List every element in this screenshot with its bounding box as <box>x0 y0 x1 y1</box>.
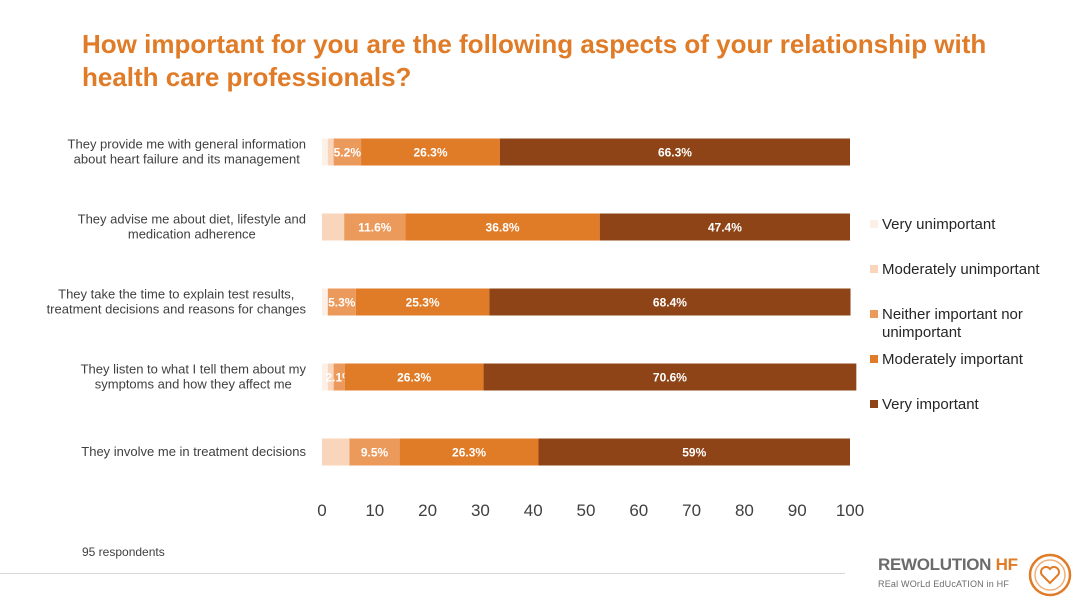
legend-swatch-3 <box>870 310 878 318</box>
x-tick-label-50: 50 <box>577 501 596 520</box>
bar-segment-4-3 <box>333 363 345 391</box>
category-labels: They provide me with general information… <box>47 137 307 460</box>
bar-segment-4-2 <box>327 363 334 391</box>
legend-item-1: Very unimportant <box>870 216 996 233</box>
logo-main-text: REWOLUTION <box>878 555 992 574</box>
legend-swatch-4 <box>870 355 878 363</box>
x-axis-ticks: 0 10 20 30 40 50 60 70 80 90 100 <box>317 501 864 520</box>
x-tick-label-90: 90 <box>788 501 807 520</box>
logo-tagline: REal WOrLd EdUcATION in HF <box>878 579 1010 589</box>
bar-segment-1-3 <box>333 138 362 166</box>
category-label-5: They involve me in treatment decisions <box>81 444 306 459</box>
legend-label-2: Moderately unimportant <box>882 261 1040 278</box>
value-label-1-5: 66.3% <box>658 146 692 160</box>
value-label-2-5: 47.4% <box>708 221 742 235</box>
value-label-5-3: 9.5% <box>361 446 389 460</box>
value-label-5-5: 59% <box>682 446 706 460</box>
legend-label-4: Moderately important <box>882 351 1024 368</box>
category-label-2: They advise me about diet, lifestyle and… <box>78 212 306 242</box>
footer-divider <box>0 573 845 574</box>
bar-segment-3-5 <box>489 288 851 316</box>
value-label-3-3: 5.3% <box>328 296 356 310</box>
x-tick-label-40: 40 <box>524 501 543 520</box>
rewolution-hf-logo: REWOLUTION HF REal WOrLd EdUcATION in HF <box>876 553 1076 598</box>
legend-label-5: Very important <box>882 396 980 413</box>
bar-segment-1-2 <box>327 138 334 166</box>
bar-row-3: 5.3% 25.3% 68.4% <box>322 288 851 316</box>
value-label-2-4: 36.8% <box>486 221 520 235</box>
bar-segment-1-1 <box>322 138 328 166</box>
x-tick-label-70: 70 <box>682 501 701 520</box>
logo-accent-text: HF <box>995 555 1018 574</box>
value-label-4-4: 26.3% <box>397 371 431 385</box>
category-label-4: They listen to what I tell them about my… <box>81 362 307 392</box>
x-tick-label-100: 100 <box>836 501 864 520</box>
bars: 5.2% 26.3% 66.3% 11.6% 36.8% 47.4% 5.3% 25.3% 68… <box>322 138 857 466</box>
legend-label-1: Very unimportant <box>882 216 996 233</box>
x-tick-label-10: 10 <box>365 501 384 520</box>
value-label-1-3: 5.2% <box>334 146 362 160</box>
value-label-5-4: 26.3% <box>452 446 486 460</box>
bar-segment-5-5 <box>538 438 850 466</box>
x-tick-label-0: 0 <box>317 501 326 520</box>
category-label-3: They take the time to explain test resul… <box>47 287 307 317</box>
bar-segment-5-2 <box>322 438 350 466</box>
bar-row-2: 11.6% 36.8% 47.4% <box>322 213 850 241</box>
legend-item-5: Very important <box>870 396 980 413</box>
value-label-2-3: 11.6% <box>358 221 392 235</box>
legend-item-3: Neither important nor unimportant <box>870 306 1023 341</box>
respondents-footnote: 95 respondents <box>82 545 165 559</box>
heart-emblem-icon <box>1028 553 1072 597</box>
legend-item-4: Moderately important <box>870 351 1024 368</box>
legend: Very unimportant Moderately unimportant Ne… <box>870 216 1040 413</box>
x-tick-label-30: 30 <box>471 501 490 520</box>
bar-row-1: 5.2% 26.3% 66.3% <box>322 138 850 166</box>
chart-title: How important for you are the following … <box>82 29 987 92</box>
value-label-3-5: 68.4% <box>653 296 687 310</box>
legend-item-2: Moderately unimportant <box>870 261 1040 278</box>
bar-segment-3-1 <box>322 288 328 316</box>
bar-segment-2-3 <box>344 213 406 241</box>
bar-segment-2-5 <box>599 213 850 241</box>
bar-segment-3-3 <box>327 288 356 316</box>
bar-segment-4-5 <box>483 363 857 391</box>
legend-swatch-1 <box>870 220 878 228</box>
bar-segment-4-1 <box>322 363 328 391</box>
x-tick-label-20: 20 <box>418 501 437 520</box>
bar-row-4: 2.1% 26.3% 70.6% <box>322 363 857 391</box>
legend-swatch-5 <box>870 400 878 408</box>
bar-segment-3-4 <box>355 288 490 316</box>
value-label-3-4: 25.3% <box>406 296 440 310</box>
bar-row-5: 9.5% 26.3% 59% <box>322 438 850 466</box>
value-label-4-5: 70.6% <box>653 371 687 385</box>
logo-wordmark: REWOLUTION HF <box>878 555 1018 575</box>
value-label-1-4: 26.3% <box>413 146 447 160</box>
category-label-1: They provide me with general information… <box>68 137 306 167</box>
bar-segment-2-2 <box>322 213 345 241</box>
x-tick-label-60: 60 <box>629 501 648 520</box>
bar-segment-5-3 <box>349 438 400 466</box>
stacked-bar-chart: They provide me with general information… <box>47 137 1041 521</box>
x-tick-label-80: 80 <box>735 501 754 520</box>
legend-label-3: Neither important nor unimportant <box>882 306 1023 341</box>
bar-segment-4-4 <box>344 363 484 391</box>
bar-segment-1-4 <box>361 138 500 166</box>
legend-swatch-2 <box>870 265 878 273</box>
bar-segment-2-4 <box>405 213 600 241</box>
bar-segment-1-5 <box>499 138 850 166</box>
bar-segment-5-4 <box>399 438 539 466</box>
